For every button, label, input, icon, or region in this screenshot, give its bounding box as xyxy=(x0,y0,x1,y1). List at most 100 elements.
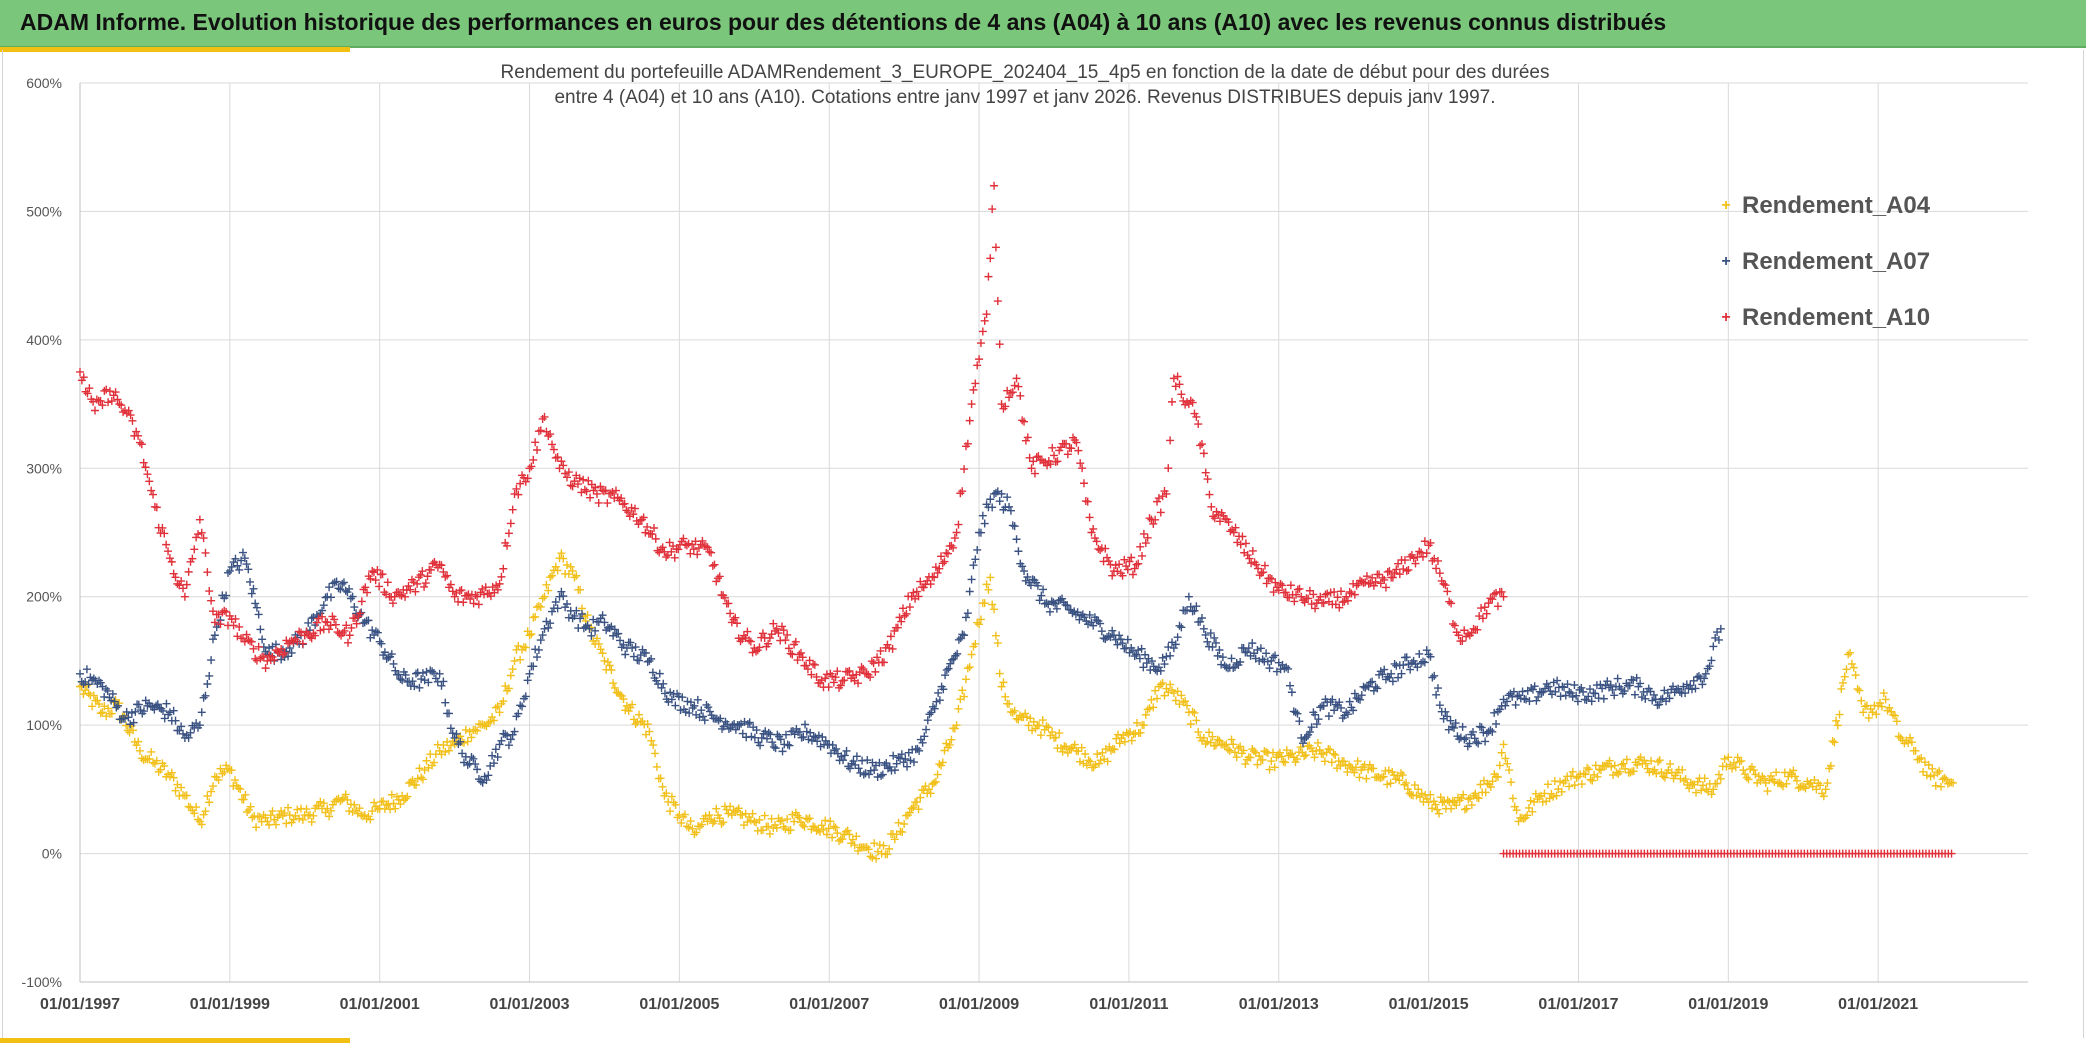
marker-rendement-a07 xyxy=(804,735,813,744)
marker-rendement-a07 xyxy=(1561,691,1570,700)
marker-rendement-a04 xyxy=(1657,768,1666,777)
marker-rendement-a10 xyxy=(840,676,849,685)
marker-rendement-a07 xyxy=(1166,651,1175,660)
marker-rendement-a04 xyxy=(1849,663,1858,672)
marker-rendement-a07 xyxy=(126,720,135,729)
marker-rendement-a10 xyxy=(982,310,991,319)
marker-rendement-a07 xyxy=(769,742,778,751)
marker-rendement-a10 xyxy=(1139,529,1148,538)
marker-rendement-a07 xyxy=(941,671,950,680)
marker-rendement-a04 xyxy=(480,721,489,730)
marker-rendement-a07 xyxy=(1397,669,1406,678)
marker-rendement-a10 xyxy=(824,683,833,692)
marker-rendement-a10 xyxy=(466,595,475,604)
marker-rendement-a04 xyxy=(767,814,776,823)
marker-rendement-a07 xyxy=(1693,673,1702,682)
marker-rendement-a10 xyxy=(686,549,695,558)
marker-rendement-a04 xyxy=(764,822,773,831)
marker-rendement-a10 xyxy=(1323,589,1332,598)
marker-rendement-a07 xyxy=(576,614,585,623)
marker-rendement-a07 xyxy=(339,578,348,587)
marker-rendement-a10 xyxy=(1149,519,1158,528)
marker-rendement-a10 xyxy=(1388,573,1397,582)
marker-rendement-a04 xyxy=(1139,721,1148,730)
marker-rendement-a07 xyxy=(1641,694,1650,703)
marker-rendement-a04 xyxy=(609,679,618,688)
marker-rendement-a07 xyxy=(1084,620,1092,629)
marker-rendement-a04 xyxy=(1872,710,1881,719)
marker-rendement-a04 xyxy=(1310,753,1319,762)
marker-rendement-a07 xyxy=(892,759,901,768)
marker-rendement-a07 xyxy=(152,701,161,710)
marker-rendement-a04 xyxy=(169,773,178,782)
y-tick-label: 200% xyxy=(26,589,62,605)
marker-rendement-a04 xyxy=(605,661,614,670)
marker-rendement-a04 xyxy=(1586,775,1595,784)
marker-rendement-a04 xyxy=(1186,720,1195,729)
marker-rendement-a10 xyxy=(1484,599,1493,608)
marker-rendement-a07 xyxy=(345,584,354,593)
marker-rendement-a07 xyxy=(205,671,214,680)
marker-rendement-a10 xyxy=(508,505,517,514)
marker-rendement-a04 xyxy=(391,804,400,813)
marker-rendement-a07 xyxy=(525,669,534,678)
marker-rendement-a07 xyxy=(210,631,219,640)
marker-rendement-a04 xyxy=(1906,733,1914,742)
marker-rendement-a04 xyxy=(724,809,733,818)
marker-rendement-a07 xyxy=(1565,687,1574,696)
marker-rendement-a04 xyxy=(596,645,605,654)
marker-rendement-a10 xyxy=(798,653,807,662)
marker-rendement-a10 xyxy=(418,567,427,576)
marker-rendement-a07 xyxy=(1385,673,1394,682)
marker-rendement-a04 xyxy=(389,799,398,808)
marker-rendement-a10 xyxy=(914,592,923,601)
marker-rendement-a10 xyxy=(486,592,495,601)
marker-rendement-a10 xyxy=(197,528,206,537)
marker-rendement-a07 xyxy=(609,631,618,640)
marker-rendement-a10 xyxy=(783,630,792,639)
marker-rendement-a04 xyxy=(1891,711,1900,720)
marker-rendement-a07 xyxy=(799,732,808,741)
marker-rendement-a10 xyxy=(1415,547,1424,556)
marker-rendement-a10 xyxy=(909,588,918,597)
marker-rendement-a07 xyxy=(158,706,167,715)
marker-rendement-a04 xyxy=(1282,746,1291,755)
marker-rendement-a07 xyxy=(129,718,138,727)
marker-rendement-a07 xyxy=(139,707,148,716)
marker-rendement-a04 xyxy=(1269,748,1278,757)
marker-rendement-a10 xyxy=(831,673,840,682)
marker-rendement-a07 xyxy=(840,751,849,760)
marker-rendement-a04 xyxy=(758,826,767,835)
marker-rendement-a07 xyxy=(523,676,532,685)
marker-rendement-a07 xyxy=(162,699,171,708)
marker-rendement-a04 xyxy=(1700,774,1709,783)
marker-rendement-a07 xyxy=(923,716,932,725)
marker-rendement-a07 xyxy=(922,725,931,734)
marker-rendement-a07 xyxy=(1582,695,1591,704)
marker-rendement-a10 xyxy=(1441,581,1450,590)
marker-rendement-a10 xyxy=(90,406,99,415)
marker-rendement-a07 xyxy=(1655,700,1664,709)
marker-rendement-a04 xyxy=(838,835,847,844)
marker-rendement-a10 xyxy=(1194,420,1203,429)
marker-rendement-a07 xyxy=(839,756,848,765)
marker-rendement-a10 xyxy=(1103,553,1112,562)
marker-rendement-a04 xyxy=(1936,782,1945,791)
marker-rendement-a10 xyxy=(1224,518,1233,527)
marker-rendement-a10 xyxy=(1409,554,1418,563)
marker-rendement-a07 xyxy=(901,754,910,763)
marker-rendement-a04 xyxy=(790,817,799,826)
marker-rendement-a10 xyxy=(1316,592,1325,601)
marker-rendement-a07 xyxy=(387,650,396,659)
marker-rendement-a04 xyxy=(284,803,293,812)
marker-rendement-a04 xyxy=(1540,789,1549,798)
marker-rendement-a04 xyxy=(963,664,972,673)
x-tick-label: 01/01/2009 xyxy=(939,996,1019,1013)
marker-rendement-a04 xyxy=(1772,768,1781,777)
marker-rendement-a07 xyxy=(408,677,417,686)
marker-rendement-a10 xyxy=(641,528,650,537)
marker-rendement-a04 xyxy=(1147,695,1156,704)
marker-rendement-a07 xyxy=(1366,678,1375,687)
marker-rendement-a07 xyxy=(1432,690,1441,699)
marker-rendement-a07 xyxy=(493,753,502,762)
